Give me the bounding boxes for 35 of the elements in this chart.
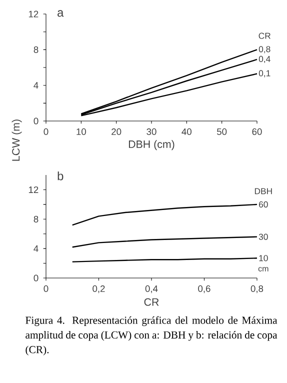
series-label: 0,1 [258, 70, 270, 78]
y-tick-label: 8 [34, 46, 38, 53]
x-tick-label: 0,4 [145, 285, 158, 294]
y-tick-label: 0 [34, 118, 38, 124]
legend-title: DBH [254, 188, 272, 194]
y-tick-label: 12 [28, 186, 38, 193]
series-label: 0,8 [258, 46, 270, 54]
x-tick-label: 0 [44, 128, 48, 135]
x-tick-label: 50 [217, 128, 227, 135]
x-tick-label: 20 [112, 128, 122, 135]
y-tick-label: 8 [34, 216, 38, 222]
series-label: 60 [259, 201, 268, 208]
series-label: 0,4 [258, 56, 270, 64]
y-tick-label: 12 [28, 10, 38, 18]
y-tick-label: 4 [34, 245, 38, 252]
x-tick-label: 0,6 [198, 285, 210, 294]
x-tick-label: 60 [252, 128, 262, 135]
chart-title: b [58, 171, 64, 180]
series-label: 10 [259, 255, 268, 262]
legend-title: CR [258, 32, 270, 39]
x-tick-label: 0 [44, 285, 48, 292]
x-tick-label: 0,2 [92, 285, 105, 294]
x-tick-label: 30 [146, 128, 156, 135]
y-tick-label: 0 [34, 274, 38, 282]
x-axis-title: CR [144, 298, 159, 306]
y-tick-label: 4 [34, 82, 38, 89]
x-tick-label: 40 [182, 128, 192, 135]
chart-title: a [58, 10, 64, 17]
x-tick-label: 10 [76, 128, 86, 135]
x-tick-label: 0,8 [250, 285, 264, 294]
y-axis-title: LCW (m) [12, 120, 22, 161]
text: Figura 4. Representación gráfica del modelo de Máxima amplitud de copa (LCW) con a: DBH y b: relación de copa (CR). [26, 316, 278, 356]
text: cm [258, 267, 268, 272]
series-label: 30 [258, 234, 268, 240]
x-axis-title: DBH (cm) [128, 140, 174, 150]
